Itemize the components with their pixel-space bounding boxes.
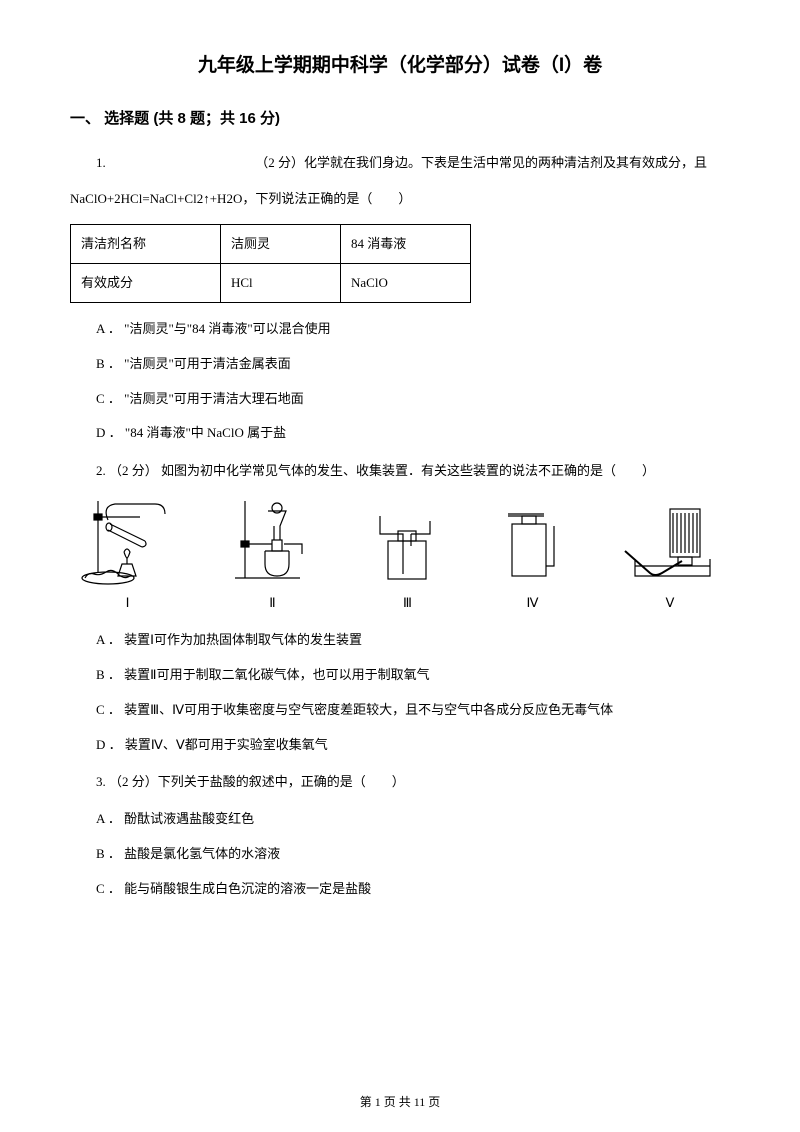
apparatus-1-icon: [80, 496, 175, 586]
q1-option-c: C ． "洁厕灵"可用于清洁大理石地面: [96, 389, 730, 410]
q1-line2: NaClO+2HCl=NaCl+Cl2↑+H2O，下列说法正确的是（ ）: [70, 186, 730, 212]
apparatus-4-icon: [500, 506, 565, 586]
q1-table: 清洁剂名称 洁厕灵 84 消毒液 有效成分 HCl NaClO: [70, 224, 471, 303]
q2-text: 2. （2 分） 如图为初中化学常见气体的发生、收集装置．有关这些装置的说法不正…: [70, 458, 730, 484]
table-cell: 洁厕灵: [221, 225, 341, 264]
apparatus-4-label: Ⅳ: [527, 590, 539, 616]
q3-option-b: B ． 盐酸是氯化氢气体的水溶液: [96, 844, 730, 865]
apparatus-5-icon: [620, 501, 720, 586]
q1-line1: 1. （2 分）化学就在我们身边。下表是生活中常见的两种清洁剂及其有效成分，且: [70, 150, 730, 176]
apparatus-2-label: Ⅱ: [269, 590, 275, 616]
page-title: 九年级上学期期中科学（化学部分）试卷（I）卷: [70, 50, 730, 77]
page-footer: 第 1 页 共 11 页: [0, 1093, 800, 1110]
q1-option-a: A ． "洁厕灵"与"84 消毒液"可以混合使用: [96, 319, 730, 340]
q2-option-b: B ． 装置Ⅱ可用于制取二氧化碳气体，也可以用于制取氧气: [96, 665, 730, 686]
q2-option-d: D ． 装置Ⅳ、Ⅴ都可用于实验室收集氧气: [96, 735, 730, 756]
apparatus-5-label: Ⅴ: [666, 590, 675, 616]
question-1: 1. （2 分）化学就在我们身边。下表是生活中常见的两种清洁剂及其有效成分，且 …: [70, 150, 730, 444]
apparatus-2-icon: [230, 496, 315, 586]
q2-option-a: A ． 装置Ⅰ可作为加热固体制取气体的发生装置: [96, 630, 730, 651]
table-cell: 84 消毒液: [341, 225, 471, 264]
apparatus-4: Ⅳ: [500, 506, 565, 616]
apparatus-2: Ⅱ: [230, 496, 315, 616]
apparatus-1: Ⅰ: [80, 496, 175, 616]
q3-text: 3. （2 分）下列关于盐酸的叙述中，正确的是（ ）: [70, 769, 730, 795]
table-cell: 清洁剂名称: [71, 225, 221, 264]
question-2: 2. （2 分） 如图为初中化学常见气体的发生、收集装置．有关这些装置的说法不正…: [70, 458, 730, 755]
q3-option-c: C ． 能与硝酸银生成白色沉淀的溶液一定是盐酸: [96, 879, 730, 900]
q3-option-a: A ． 酚酞试液遇盐酸变红色: [96, 809, 730, 830]
q2-diagrams: Ⅰ: [70, 496, 730, 616]
table-cell: 有效成分: [71, 264, 221, 303]
apparatus-3: Ⅲ: [370, 506, 445, 616]
q2-option-c: C ． 装置Ⅲ、Ⅳ可用于收集密度与空气密度差距较大，且不与空气中各成分反应色无毒…: [96, 700, 730, 721]
apparatus-1-label: Ⅰ: [126, 590, 130, 616]
apparatus-3-icon: [370, 506, 445, 586]
apparatus-3-label: Ⅲ: [403, 590, 412, 616]
table-cell: NaClO: [341, 264, 471, 303]
table-cell: HCl: [221, 264, 341, 303]
apparatus-5: Ⅴ: [620, 501, 720, 616]
q1-option-b: B ． "洁厕灵"可用于清洁金属表面: [96, 354, 730, 375]
q1-option-d: D ． "84 消毒液"中 NaClO 属于盐: [96, 423, 730, 444]
section-header: 一、 选择题 (共 8 题；共 16 分): [70, 107, 730, 128]
question-3: 3. （2 分）下列关于盐酸的叙述中，正确的是（ ） A ． 酚酞试液遇盐酸变红…: [70, 769, 730, 899]
